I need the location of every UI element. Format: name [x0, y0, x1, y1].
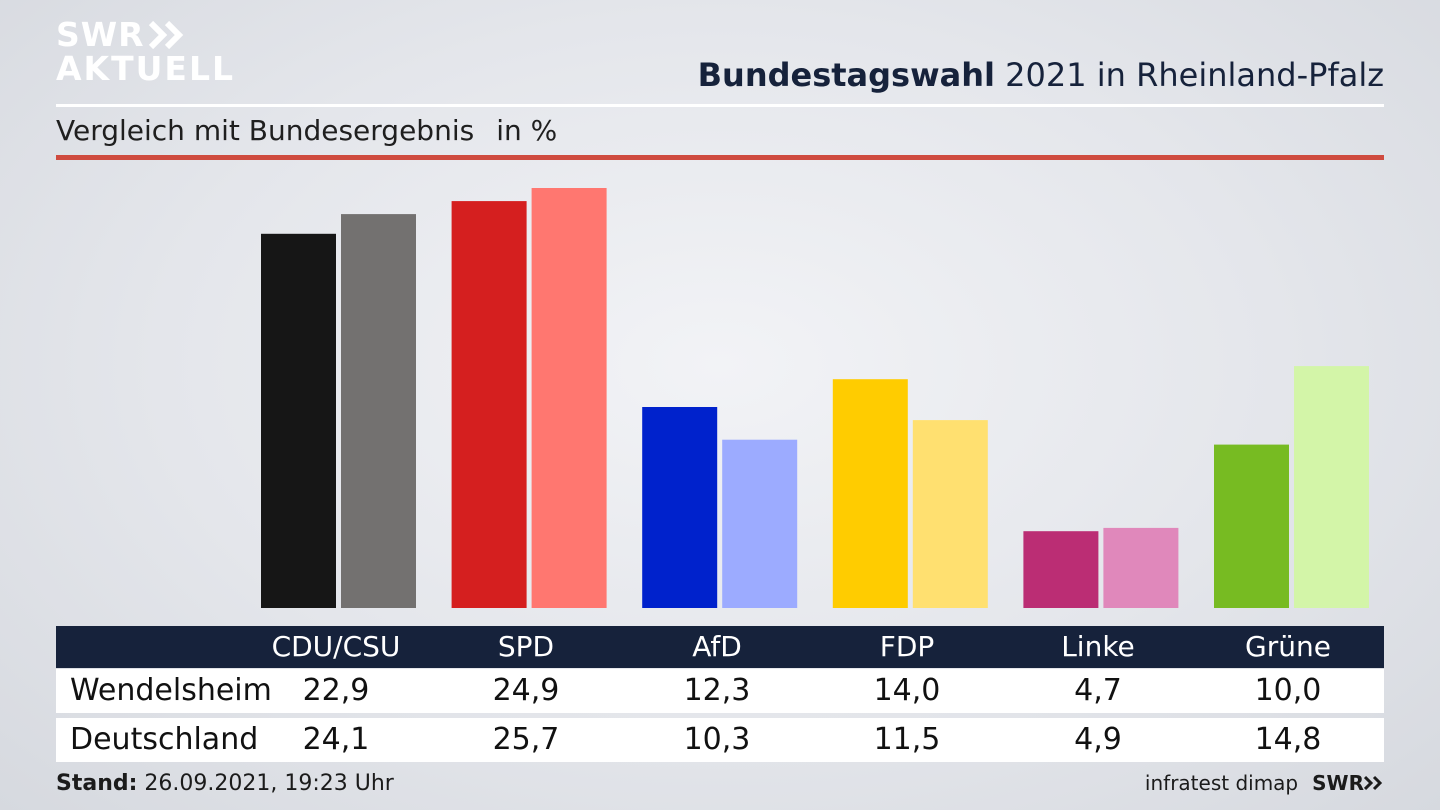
- subtitle: Vergleich mit Bundesergebnis in %: [56, 114, 557, 147]
- unit-label: in %: [496, 114, 558, 147]
- table-cell: 4,9: [1074, 722, 1122, 757]
- swr-small-text: SWR: [1312, 771, 1364, 795]
- subtitle-text: Vergleich mit Bundesergebnis: [56, 114, 475, 147]
- page-title: Bundestagswahl 2021 in Rheinland-Pfalz: [698, 56, 1384, 94]
- bar-deutschland-0: [341, 214, 416, 608]
- bar-deutschland-1: [531, 188, 607, 608]
- table-cell: 22,9: [302, 673, 370, 708]
- double-chevron-right-icon: [148, 21, 183, 49]
- bar-wendelsheim-0: [261, 233, 336, 609]
- header-cell: Grüne: [1245, 630, 1331, 663]
- table-cell: 11,5: [873, 722, 941, 757]
- table-row: Wendelsheim 22,9 24,9 12,3 14,0 4,7 10,0: [56, 669, 1384, 713]
- table-cell: 10,0: [1254, 673, 1322, 708]
- table-cell: 25,7: [492, 722, 560, 757]
- table-cell: 14,0: [873, 673, 941, 708]
- bar-wendelsheim-1: [451, 201, 527, 608]
- source-label: infratest dimap: [1144, 771, 1299, 795]
- accent-rule: [56, 155, 1384, 160]
- table-cell: 12,3: [683, 673, 751, 708]
- double-chevron-right-icon: [1364, 775, 1383, 791]
- header-cell: Linke: [1061, 630, 1135, 663]
- bar-wendelsheim-3: [832, 379, 908, 608]
- table-cell: 24,1: [302, 722, 370, 757]
- title-rest: 2021 in Rheinland-Pfalz: [995, 56, 1384, 94]
- stand-value: 26.09.2021, 19:23 Uhr: [137, 771, 394, 796]
- stand-label: Stand:: [56, 771, 138, 796]
- table-cell: 24,9: [492, 673, 560, 708]
- bar-wendelsheim-5: [1214, 444, 1289, 608]
- header-cell: CDU/CSU: [271, 630, 401, 663]
- source-credit: infratest dimap SWR: [1145, 771, 1384, 795]
- bar-deutschland-5: [1294, 366, 1369, 608]
- bar-deutschland-2: [722, 439, 798, 608]
- bar-wendelsheim-4: [1023, 531, 1099, 608]
- row-label: Wendelsheim: [70, 673, 272, 708]
- header-cell: AfD: [692, 630, 742, 663]
- table-row: Deutschland 24,1 25,7 10,3 11,5 4,9 14,8: [56, 718, 1384, 762]
- table-cell: 14,8: [1254, 722, 1322, 757]
- row-label: Deutschland: [70, 722, 259, 757]
- logo-line2: AKTUELL: [56, 49, 236, 88]
- logo-line1: SWR: [56, 15, 145, 54]
- table-header: CDU/CSU SPD AfD FDP Linke Grüne: [56, 626, 1384, 668]
- bar-deutschland-4: [1103, 527, 1179, 608]
- header-cell: SPD: [497, 630, 555, 663]
- table-cell: 10,3: [683, 722, 751, 757]
- bar-deutschland-3: [912, 420, 988, 608]
- table-cell: 4,7: [1074, 673, 1122, 708]
- swr-aktuell-logo: SWR AKTUELL: [56, 18, 235, 86]
- timestamp: Stand: 26.09.2021, 19:23 Uhr: [56, 771, 394, 796]
- swr-small-logo: SWR: [1312, 771, 1384, 795]
- header-cell: FDP: [879, 630, 935, 663]
- bar-wendelsheim-2: [642, 407, 718, 608]
- title-bold: Bundestagswahl: [697, 56, 995, 94]
- header-divider: [56, 104, 1384, 107]
